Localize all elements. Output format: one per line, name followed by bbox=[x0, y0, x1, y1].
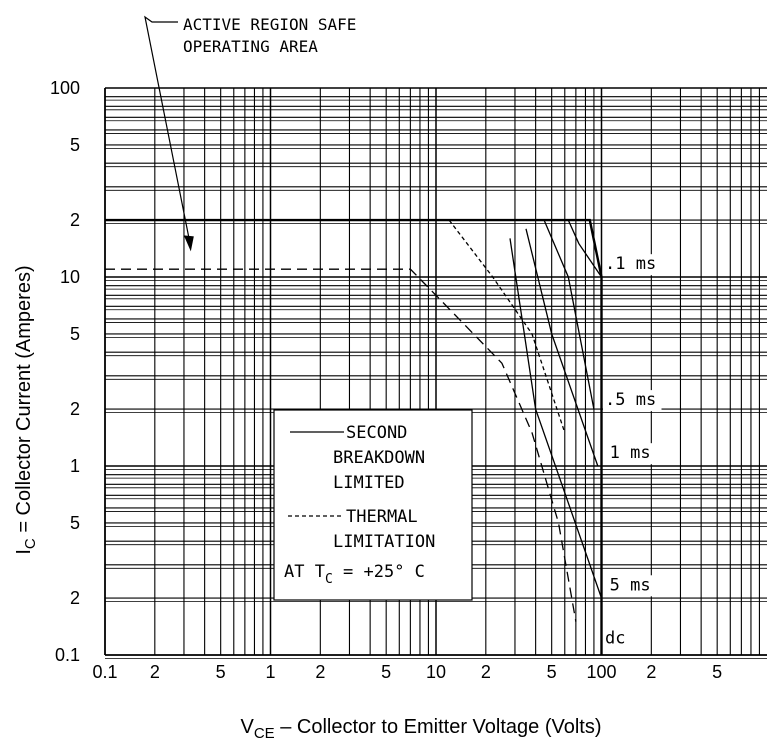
y-tick-label: 5 bbox=[70, 513, 80, 533]
curve-label: 1 ms bbox=[610, 443, 651, 463]
curve-label-bg bbox=[603, 254, 662, 276]
legend-solid-line-3: LIMITED bbox=[333, 473, 405, 493]
legend-box bbox=[273, 409, 473, 601]
annotation-line-2: OPERATING AREA bbox=[183, 37, 318, 56]
annotation-arrowhead bbox=[183, 235, 194, 252]
x-tick-label: 2 bbox=[646, 662, 656, 682]
legend-condition: AT TC = +25° C bbox=[284, 562, 425, 587]
x-tick-label: 2 bbox=[481, 662, 491, 682]
curve-label: 5 ms bbox=[610, 575, 651, 595]
tick-labels: 0.1 2 5 1 2 5 10 2 5 100 2 5 100 5 2 10 5 2 1 5 2 0.1 bbox=[50, 78, 722, 682]
curve-1-ms bbox=[525, 228, 599, 467]
curve-thermal-20A bbox=[448, 219, 566, 433]
y-tick-label: 10 bbox=[60, 267, 80, 287]
x-tick-label: 10 bbox=[426, 662, 446, 682]
curves bbox=[105, 218, 603, 655]
curve-label-bg bbox=[603, 390, 662, 412]
curve-label: .1 ms bbox=[605, 254, 656, 274]
x-tick-label: 1 bbox=[265, 662, 275, 682]
legend: SECOND BREAKDOWN LIMITED THERMAL LIMITAT… bbox=[273, 409, 473, 601]
curve-dc bbox=[105, 218, 603, 655]
legend-dashed-line-2: LIMITATION bbox=[333, 532, 435, 552]
y-tick-label: 2 bbox=[70, 210, 80, 230]
y-tick-label: 5 bbox=[70, 135, 80, 155]
annotation-pointer bbox=[144, 15, 190, 238]
curve-1-ms bbox=[567, 219, 603, 278]
y-tick-label: 2 bbox=[70, 399, 80, 419]
curve-label-bg bbox=[607, 443, 656, 465]
x-axis-title: VCE – Collector to Emitter Voltage (Volt… bbox=[241, 716, 602, 742]
legend-dashed-line-1: THERMAL bbox=[346, 507, 418, 527]
x-tick-label: 5 bbox=[216, 662, 226, 682]
curve-label: dc bbox=[605, 629, 625, 649]
x-tick-label: 0.1 bbox=[92, 662, 117, 682]
x-tick-label: 5 bbox=[712, 662, 722, 682]
annotation: ACTIVE REGION SAFE OPERATING AREA bbox=[144, 15, 356, 252]
y-tick-label: 2 bbox=[70, 588, 80, 608]
x-tick-label: 5 bbox=[381, 662, 391, 682]
curve-5-ms bbox=[543, 219, 595, 410]
annotation-line-1: ACTIVE REGION SAFE bbox=[183, 15, 356, 34]
y-tick-label: 1 bbox=[70, 456, 80, 476]
legend-solid-line-1: SECOND bbox=[346, 423, 407, 443]
y-tick-label: 0.1 bbox=[55, 645, 80, 665]
curve-label-bg bbox=[603, 628, 631, 650]
legend-solid-line-2: BREAKDOWN bbox=[333, 448, 425, 468]
curve-label: .5 ms bbox=[605, 390, 656, 410]
curve-labels: .1 ms .5 ms 1 ms 5 ms dc bbox=[603, 254, 662, 650]
curve-5-ms bbox=[509, 238, 603, 599]
x-tick-label: 2 bbox=[150, 662, 160, 682]
y-tick-label: 100 bbox=[50, 78, 80, 98]
x-tick-label: 2 bbox=[315, 662, 325, 682]
curve-thermal-11A bbox=[105, 268, 577, 622]
x-tick-label: 100 bbox=[586, 662, 616, 682]
x-tick-label: 5 bbox=[547, 662, 557, 682]
y-axis-title: IC = Collector Current (Amperes) bbox=[13, 265, 39, 554]
curve-label-bg bbox=[607, 575, 656, 597]
y-tick-label: 5 bbox=[70, 324, 80, 344]
